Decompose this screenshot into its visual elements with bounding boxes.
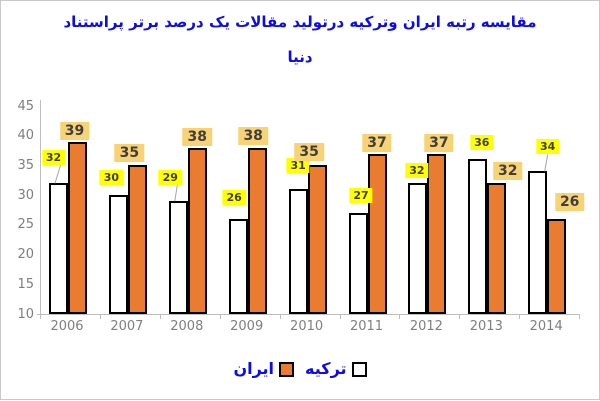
x-axis-tick [40,314,41,319]
y-tick-label: 10 [17,306,34,322]
x-axis-line [37,314,581,315]
iran-bar-2014 [547,218,567,314]
y-tick-label: 20 [17,247,34,263]
legend: ایران ترکیه [1,356,599,382]
y-tick-label: 15 [17,276,34,292]
y-tick-label: 35 [17,157,34,173]
iran-data-label-2007: 35 [114,144,145,163]
leader-line-2014 [544,154,549,172]
turkey-bar-2006 [49,183,68,314]
iran-bar-2011 [367,153,387,314]
turkey-bar-2012 [408,183,428,314]
turkey-data-label-2012: 32 [405,163,429,179]
iran-legend-swatch [279,361,295,377]
x-tick-label: 2010 [290,319,324,334]
iran-bar-2006 [68,141,87,314]
y-tick-label: 25 [17,217,34,233]
iran-bar-2012 [427,153,447,314]
turkey-bar-2011 [348,212,368,314]
leader-line-2008 [174,185,178,202]
y-tick-label: 30 [17,187,34,203]
x-tick-label: 2011 [349,319,384,334]
legend-label-turkey: ترکیه [305,359,347,378]
turkey-bar-2014 [528,171,548,314]
x-axis-tick [279,314,281,319]
x-axis-tick [99,314,101,319]
iran-data-label-2006: 39 [59,121,90,140]
turkey-data-label-2007: 30 [99,170,124,186]
turkey-data-label-2010: 31 [286,158,310,174]
iran-bar-2008 [187,147,207,314]
iran-data-label-2008: 38 [182,127,213,146]
x-axis-tick [219,314,221,319]
iran-data-label-2012: 37 [424,133,454,152]
x-axis-tick [159,314,161,319]
turkey-data-label-2009: 26 [222,189,246,205]
iran-data-label-2014: 26 [554,192,585,211]
turkey-data-label-2013: 36 [470,135,494,151]
chart-title-line1: مقایسه رتبه ایران وترکیه درتولید مقالات … [63,13,537,31]
x-axis-tick [459,314,461,319]
turkey-data-label-2006: 32 [41,150,66,166]
turkey-bar-2009 [228,218,248,314]
turkey-data-label-2014: 34 [536,139,560,155]
iran-bar-2013 [487,183,507,314]
turkey-bar-2013 [468,159,488,314]
x-axis-tick [339,314,341,319]
x-axis-tick [399,314,401,319]
iran-data-label-2010: 35 [294,143,324,162]
iran-data-label-2009: 38 [238,126,268,145]
turkey-data-label-2011: 27 [349,187,373,203]
iran-bar-2009 [247,147,267,314]
turkey-data-label-2008: 29 [158,170,182,186]
leader-line-2006 [54,165,61,184]
y-axis-line [40,100,41,314]
x-tick-label: 2008 [170,319,204,334]
iran-data-label-2013: 32 [493,162,523,181]
x-tick-label: 2014 [529,319,563,334]
iran-data-label-2011: 37 [362,133,392,152]
turkey-bar-2007 [108,195,128,314]
iran-bar-2007 [127,165,147,314]
y-tick-label: 40 [17,128,34,144]
x-tick-label: 2009 [230,319,264,334]
x-tick-label: 2012 [409,319,443,334]
y-tick-label: 45 [17,98,34,114]
chart-title: مقایسه رتبه ایران وترکیه درتولید مقالات … [1,5,599,75]
x-axis-tick [579,314,581,319]
chart-title-line2: دنیا [287,48,313,66]
turkey-legend-swatch [351,361,367,377]
x-axis-tick [519,314,521,319]
legend-label-iran: ایران [233,359,275,378]
iran-bar-2010 [307,165,327,314]
turkey-bar-2008 [168,201,188,314]
turkey-bar-2010 [288,189,308,314]
x-tick-label: 2007 [110,319,144,334]
x-tick-label: 2006 [50,319,84,334]
x-tick-label: 2013 [469,319,503,334]
